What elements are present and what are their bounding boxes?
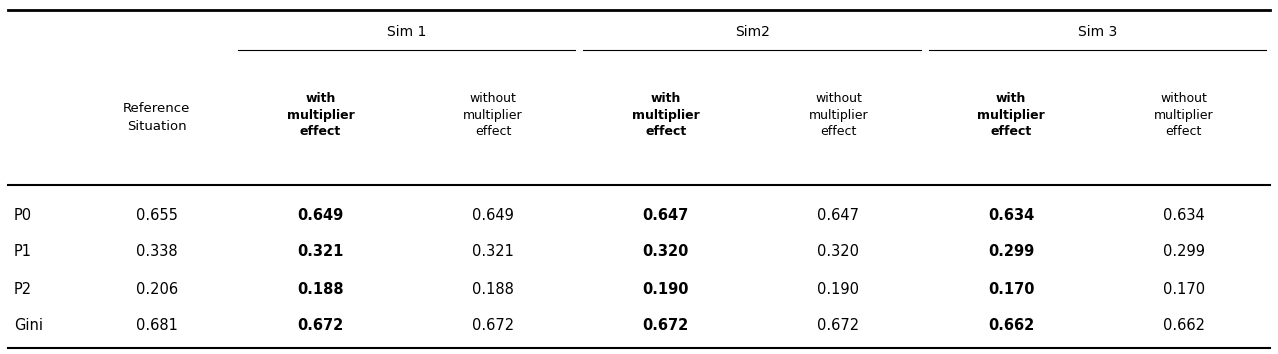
Text: without
multiplier
effect: without multiplier effect [464, 92, 523, 138]
Text: 0.170: 0.170 [1163, 281, 1205, 297]
Text: P0: P0 [14, 207, 32, 223]
Text: P2: P2 [14, 281, 32, 297]
Text: 0.299: 0.299 [988, 245, 1034, 259]
Text: 0.188: 0.188 [298, 281, 344, 297]
Text: 0.655: 0.655 [135, 207, 178, 223]
Text: 0.320: 0.320 [818, 245, 859, 259]
Text: 0.662: 0.662 [1163, 319, 1205, 333]
Text: 0.320: 0.320 [643, 245, 689, 259]
Text: 0.299: 0.299 [1163, 245, 1205, 259]
Text: 0.634: 0.634 [988, 207, 1034, 223]
Text: Reference
Situation: Reference Situation [123, 102, 190, 133]
Text: without
multiplier
effect: without multiplier effect [1154, 92, 1214, 138]
Text: 0.681: 0.681 [135, 319, 178, 333]
Text: with
multiplier
effect: with multiplier effect [286, 92, 354, 138]
Text: with
multiplier
effect: with multiplier effect [978, 92, 1045, 138]
Text: without
multiplier
effect: without multiplier effect [809, 92, 868, 138]
Text: 0.634: 0.634 [1163, 207, 1205, 223]
Text: 0.190: 0.190 [818, 281, 859, 297]
Text: P1: P1 [14, 245, 32, 259]
Text: 0.188: 0.188 [472, 281, 514, 297]
Text: 0.206: 0.206 [135, 281, 178, 297]
Text: Sim 1: Sim 1 [387, 25, 427, 39]
Text: 0.321: 0.321 [472, 245, 514, 259]
Text: 0.672: 0.672 [298, 319, 344, 333]
Text: Gini: Gini [14, 319, 43, 333]
Text: 0.662: 0.662 [988, 319, 1034, 333]
Text: 0.672: 0.672 [818, 319, 860, 333]
Text: 0.647: 0.647 [643, 207, 689, 223]
Text: Sim 3: Sim 3 [1077, 25, 1117, 39]
Text: 0.672: 0.672 [643, 319, 689, 333]
Text: 0.649: 0.649 [472, 207, 514, 223]
Text: 0.170: 0.170 [988, 281, 1034, 297]
Text: Sim2: Sim2 [735, 25, 769, 39]
Text: 0.338: 0.338 [135, 245, 178, 259]
Text: 0.649: 0.649 [298, 207, 344, 223]
Text: with
multiplier
effect: with multiplier effect [631, 92, 699, 138]
Text: 0.672: 0.672 [472, 319, 514, 333]
Text: 0.647: 0.647 [818, 207, 859, 223]
Text: 0.190: 0.190 [643, 281, 689, 297]
Text: 0.321: 0.321 [298, 245, 344, 259]
